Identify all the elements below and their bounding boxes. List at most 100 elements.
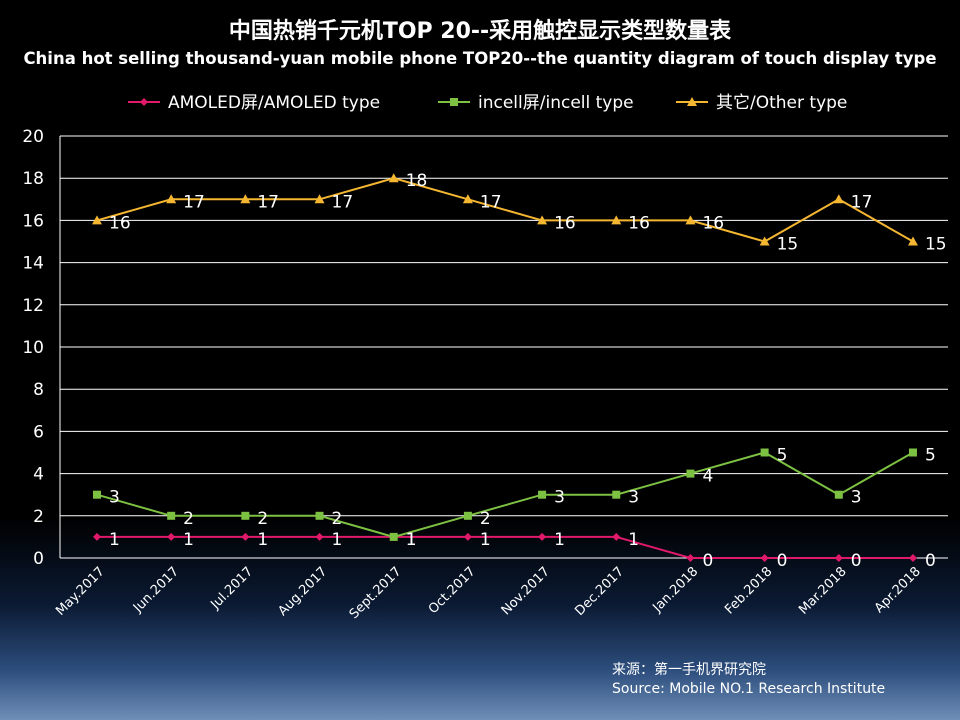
data-point [314,194,325,204]
data-point [315,511,324,520]
y-tick-label: 16 [22,211,44,231]
data-point [389,532,398,541]
data-point [686,554,695,562]
legend-entry: incell屏/incell type [478,93,634,113]
y-tick-label: 2 [33,507,44,527]
chart-title: 中国热销千元机TOP 20--采用触控显示类型数量表 [229,18,732,44]
data-label: 0 [851,551,862,571]
data-label: 1 [332,530,343,550]
x-tick-label: Dec.2017 [572,564,627,619]
data-label: 17 [332,192,354,212]
data-label: 16 [628,213,650,233]
data-point [463,511,472,520]
chart-legend: AMOLED屏/AMOLED type incell屏/incell type 其它… [128,93,847,113]
data-point [538,490,547,499]
data-label: 0 [777,551,788,571]
data-label: 3 [554,488,565,508]
x-tick-label: Sept.2017 [347,564,405,622]
chart-subtitle: China hot selling thousand-yuan mobile p… [23,49,936,68]
x-tick-label: Oct.2017 [426,564,479,617]
data-label: 1 [480,530,491,550]
x-tick-label: Feb.2018 [722,564,775,617]
x-tick-label: Jul.2017 [207,564,256,613]
y-tick-label: 10 [22,338,44,358]
data-point [93,490,101,499]
data-point [760,448,769,457]
legend-swatch-marker [687,97,697,106]
gridlines [60,135,948,517]
data-label: 2 [257,509,268,529]
data-label: 17 [851,192,873,212]
data-point [462,194,473,204]
data-point [760,554,769,562]
data-point [167,532,176,541]
y-tick-label: 12 [22,296,44,316]
data-point [686,469,695,478]
data-label: 1 [109,530,120,550]
data-point [166,194,177,204]
data-label: 17 [480,192,502,212]
data-label: 15 [777,235,799,255]
data-point [907,236,918,246]
data-label: 2 [332,509,343,529]
data-point [537,215,548,225]
data-point [241,532,250,541]
series-line [96,451,914,538]
data-label: 2 [480,509,491,529]
data-point [93,532,101,541]
data-point [908,554,917,562]
data-point [759,236,770,246]
data-label: 1 [628,530,639,550]
data-label: 1 [406,530,417,550]
y-tick-label: 8 [33,380,44,400]
data-point [538,532,547,541]
legend-entry: AMOLED屏/AMOLED type [168,93,380,113]
data-label: 15 [925,235,947,255]
data-point [833,194,844,204]
series-line [97,535,913,559]
data-point [685,215,696,225]
y-tick-label: 4 [33,465,44,485]
source-line-cn: 来源：第一手机界研究院 [612,661,766,678]
data-label: 3 [851,488,862,508]
x-axis: May.2017 Jun.2017 Jul.2017 Aug.2017 Sept.201… [53,557,948,622]
data-point [834,554,843,562]
data-point [834,490,843,499]
data-label: 1 [406,530,417,550]
data-label: 1 [554,530,565,550]
series-group [92,173,918,562]
data-label: 0 [925,551,936,571]
data-label: 16 [109,213,131,233]
series-line [96,177,914,243]
data-point [167,511,176,520]
x-tick-label: Nov.2017 [499,564,553,618]
data-label: 17 [257,192,279,212]
data-point [240,194,251,204]
data-label: 3 [628,488,639,508]
data-point [463,532,472,541]
legend-swatch-marker [140,98,148,106]
legend-swatch-marker [450,98,458,106]
y-tick-label: 18 [22,169,44,189]
x-tick-label: Jan.2018 [649,564,701,616]
source-line-en: Source: Mobile NO.1 Research Institute [612,681,885,697]
data-label: 5 [777,446,788,466]
data-point [612,532,621,541]
y-axis: 0 2 4 6 8 10 12 14 16 18 20 [22,127,61,569]
data-point [612,490,621,499]
data-label: 4 [702,467,713,487]
data-point [388,173,399,183]
data-label: 17 [183,192,205,212]
data-label: 5 [925,446,936,466]
data-label: 0 [702,551,713,571]
x-tick-label: May.2017 [53,564,108,619]
data-label: 3 [109,488,120,508]
y-tick-label: 20 [22,127,44,147]
data-label: 18 [406,171,428,191]
data-point [241,511,250,520]
data-label: 2 [183,509,194,529]
data-point [315,532,324,541]
data-point [908,448,917,457]
x-tick-label: Aug.2017 [275,564,330,619]
